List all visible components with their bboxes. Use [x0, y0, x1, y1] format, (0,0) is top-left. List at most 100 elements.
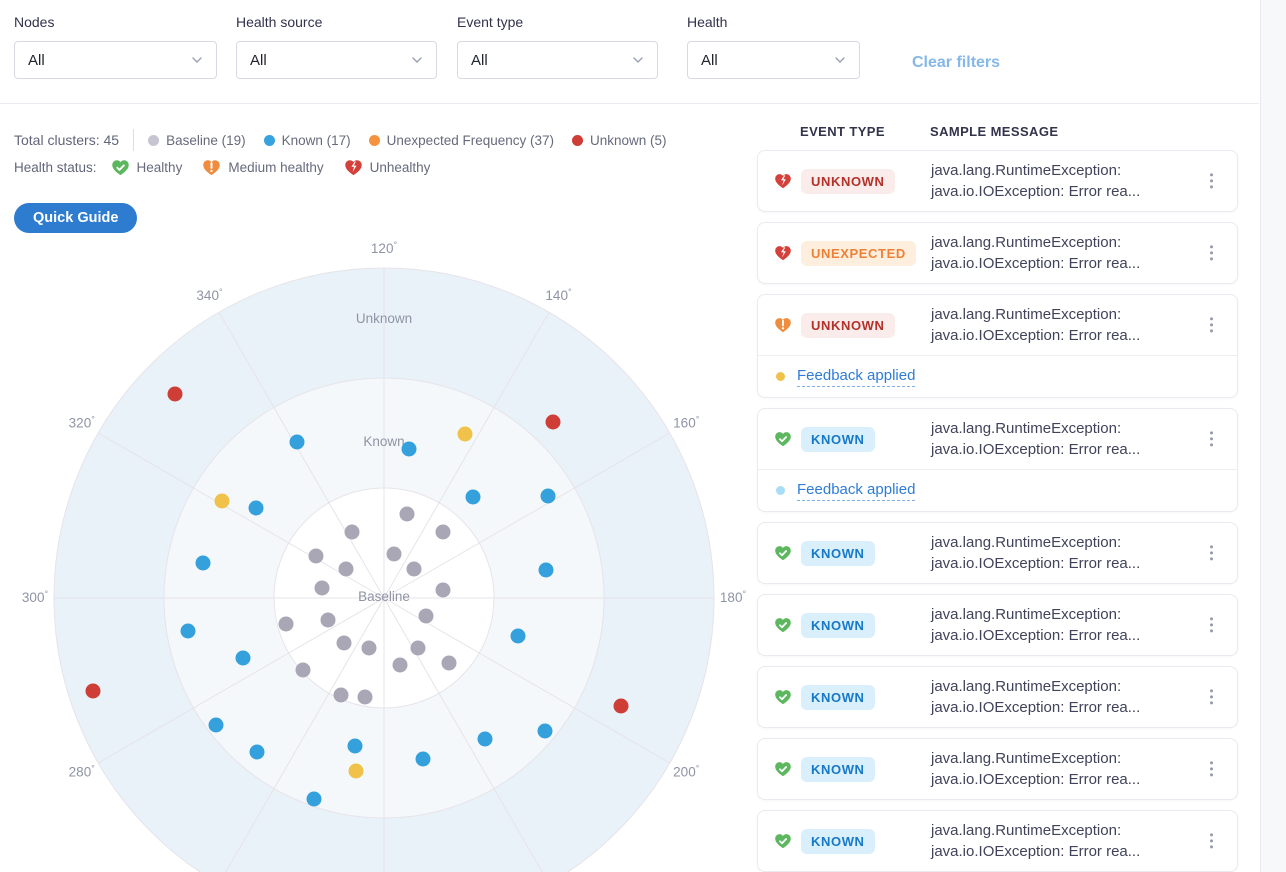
- feedback-applied-link[interactable]: Feedback applied: [797, 367, 916, 387]
- feedback-applied-row: Feedback applied: [758, 355, 1237, 397]
- event-row-main: KNOWN java.lang.RuntimeException: java.io…: [758, 523, 1237, 583]
- feedback-applied-link[interactable]: Feedback applied: [797, 481, 916, 501]
- data-point-known[interactable]: [538, 562, 554, 578]
- health-select[interactable]: All: [687, 41, 860, 79]
- angle-tick-label: 200°: [673, 764, 700, 780]
- data-point-known[interactable]: [306, 791, 322, 807]
- event-row[interactable]: KNOWN java.lang.RuntimeException: java.io…: [757, 522, 1238, 584]
- data-point-baseline[interactable]: [278, 616, 294, 632]
- data-point-baseline[interactable]: [333, 687, 349, 703]
- row-actions-kebab-icon[interactable]: [1206, 241, 1217, 264]
- clear-filters-link[interactable]: Clear filters: [912, 54, 1001, 71]
- event-type-select-value: All: [471, 51, 488, 69]
- sample-message: java.lang.RuntimeException: java.io.IOExc…: [931, 606, 1141, 644]
- event-type-badge: KNOWN: [801, 540, 875, 566]
- data-point-baseline[interactable]: [435, 524, 451, 540]
- event-row-main: KNOWN java.lang.RuntimeException: java.io…: [758, 409, 1237, 469]
- spoke-line: [383, 597, 671, 764]
- filter-event-type: Event type All: [457, 14, 658, 79]
- event-row[interactable]: KNOWN java.lang.RuntimeException: java.io…: [757, 738, 1238, 800]
- legend-item-healthy: Healthy: [111, 158, 182, 177]
- data-point-unknown[interactable]: [167, 386, 183, 402]
- cluster-legend: Total clusters: 45 Baseline (19) Known (…: [14, 129, 685, 151]
- event-row[interactable]: KNOWN java.lang.RuntimeException: java.io…: [757, 810, 1238, 872]
- legend-separator: [133, 129, 135, 151]
- data-point-known[interactable]: [465, 489, 481, 505]
- data-point-baseline[interactable]: [418, 608, 434, 624]
- data-point-baseline[interactable]: [320, 612, 336, 628]
- row-actions-kebab-icon[interactable]: [1206, 613, 1217, 636]
- data-point-unexpected-frequency[interactable]: [348, 763, 364, 779]
- data-point-unknown[interactable]: [85, 683, 101, 699]
- event-row[interactable]: KNOWN java.lang.RuntimeException: java.io…: [757, 666, 1238, 728]
- row-actions-kebab-icon[interactable]: [1206, 169, 1217, 192]
- data-point-known[interactable]: [208, 717, 224, 733]
- row-actions-kebab-icon[interactable]: [1206, 757, 1217, 780]
- chevron-down-icon: [412, 57, 422, 63]
- data-point-baseline[interactable]: [435, 582, 451, 598]
- event-type-badge: KNOWN: [801, 426, 875, 452]
- quick-guide-button[interactable]: Quick Guide: [14, 203, 138, 233]
- data-point-known[interactable]: [235, 650, 251, 666]
- event-row[interactable]: UNKNOWN java.lang.RuntimeException: java.…: [757, 294, 1238, 398]
- health-heart-icon: [774, 244, 792, 262]
- chevron-down-icon: [633, 57, 643, 63]
- data-point-known[interactable]: [248, 500, 264, 516]
- data-point-unexpected-frequency[interactable]: [457, 426, 473, 442]
- health-heart-icon: [774, 430, 792, 448]
- data-point-known[interactable]: [347, 738, 363, 754]
- row-actions-kebab-icon[interactable]: [1206, 685, 1217, 708]
- data-point-known[interactable]: [180, 623, 196, 639]
- spoke-line: [97, 597, 385, 764]
- data-point-baseline[interactable]: [406, 561, 422, 577]
- data-point-unexpected-frequency[interactable]: [214, 493, 230, 509]
- data-point-baseline[interactable]: [314, 580, 330, 596]
- spoke-line: [97, 432, 385, 599]
- health-source-select-value: All: [250, 51, 267, 69]
- data-point-known[interactable]: [540, 488, 556, 504]
- event-row[interactable]: KNOWN java.lang.RuntimeException: java.io…: [757, 594, 1238, 656]
- data-point-known[interactable]: [195, 555, 211, 571]
- data-point-baseline[interactable]: [361, 640, 377, 656]
- event-row[interactable]: UNEXPECTED java.lang.RuntimeException: ja…: [757, 222, 1238, 284]
- event-type-select[interactable]: All: [457, 41, 658, 79]
- health-source-select[interactable]: All: [236, 41, 437, 79]
- event-type-badge: KNOWN: [801, 828, 875, 854]
- row-actions-kebab-icon[interactable]: [1206, 829, 1217, 852]
- row-actions-kebab-icon[interactable]: [1206, 427, 1217, 450]
- data-point-baseline[interactable]: [357, 689, 373, 705]
- data-point-known[interactable]: [477, 731, 493, 747]
- legend-item-unexpected-frequency: Unexpected Frequency (37): [368, 133, 554, 148]
- sample-message: java.lang.RuntimeException: java.io.IOExc…: [931, 234, 1141, 272]
- data-point-baseline[interactable]: [410, 640, 426, 656]
- legend-item-unhealthy: Unhealthy: [344, 158, 430, 177]
- event-type-badge: KNOWN: [801, 684, 875, 710]
- event-row[interactable]: UNKNOWN java.lang.RuntimeException: java.…: [757, 150, 1238, 212]
- data-point-unknown[interactable]: [613, 698, 629, 714]
- nodes-select[interactable]: All: [14, 41, 217, 79]
- ring-label-known: Known: [363, 434, 404, 449]
- data-point-baseline[interactable]: [392, 657, 408, 673]
- data-point-baseline[interactable]: [399, 506, 415, 522]
- data-point-known[interactable]: [249, 744, 265, 760]
- data-point-known[interactable]: [415, 751, 431, 767]
- row-actions-kebab-icon[interactable]: [1206, 541, 1217, 564]
- data-point-known[interactable]: [289, 434, 305, 450]
- data-point-known[interactable]: [510, 628, 526, 644]
- data-point-baseline[interactable]: [308, 548, 324, 564]
- data-point-unknown[interactable]: [545, 414, 561, 430]
- row-actions-kebab-icon[interactable]: [1206, 313, 1217, 336]
- data-point-baseline[interactable]: [344, 524, 360, 540]
- data-point-baseline[interactable]: [295, 662, 311, 678]
- chevron-down-icon: [192, 57, 202, 63]
- data-point-baseline[interactable]: [336, 635, 352, 651]
- data-point-known[interactable]: [401, 441, 417, 457]
- data-point-baseline[interactable]: [338, 561, 354, 577]
- healthy-heart-icon: [111, 158, 130, 177]
- data-point-baseline[interactable]: [386, 546, 402, 562]
- event-row[interactable]: KNOWN java.lang.RuntimeException: java.io…: [757, 408, 1238, 512]
- event-row-main: KNOWN java.lang.RuntimeException: java.io…: [758, 595, 1237, 655]
- data-point-baseline[interactable]: [441, 655, 457, 671]
- data-point-known[interactable]: [537, 723, 553, 739]
